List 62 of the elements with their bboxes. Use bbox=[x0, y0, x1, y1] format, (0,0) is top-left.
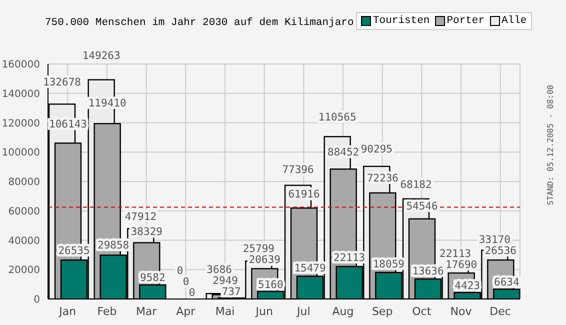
y-tick-label: 120000 bbox=[2, 118, 40, 130]
data-label: 77396 bbox=[282, 164, 314, 176]
data-label: 88452 bbox=[328, 146, 360, 159]
legend-label: Touristen bbox=[372, 15, 430, 27]
x-tick-label: Nov bbox=[450, 304, 472, 318]
data-label: 119410 bbox=[88, 97, 126, 110]
x-tick-label: Jun bbox=[254, 304, 273, 318]
data-label: 47912 bbox=[124, 210, 156, 223]
data-label: 38329 bbox=[130, 226, 162, 238]
data-label: 0 bbox=[176, 265, 184, 277]
x-tick-label: Sep bbox=[372, 304, 393, 318]
data-label: 72236 bbox=[366, 172, 398, 184]
x-tick-label: Mai bbox=[215, 304, 235, 318]
y-tick-label: 0 bbox=[34, 294, 40, 306]
data-label: 33170 bbox=[478, 234, 510, 246]
data-label: 132678 bbox=[43, 76, 81, 88]
legend-label: Alle bbox=[500, 15, 527, 27]
data-label: 13636 bbox=[412, 265, 444, 278]
x-tick-label: Apr bbox=[176, 304, 196, 318]
data-label: 149263 bbox=[82, 50, 120, 62]
y-tick-label: 160000 bbox=[2, 60, 40, 71]
x-tick-label: Oct bbox=[412, 304, 432, 318]
x-tick-label: Mar bbox=[136, 304, 158, 318]
data-label: 0 bbox=[188, 287, 196, 299]
data-label: 90295 bbox=[360, 144, 392, 156]
y-tick-label: 140000 bbox=[2, 88, 40, 100]
y-tick-label: 100000 bbox=[2, 148, 40, 159]
data-label: 5160 bbox=[258, 278, 284, 291]
data-label: 9582 bbox=[140, 272, 166, 284]
data-label: 737 bbox=[222, 286, 241, 298]
data-label: 29858 bbox=[98, 240, 130, 252]
data-label: 26536 bbox=[484, 244, 516, 257]
data-label: 15479 bbox=[294, 262, 326, 274]
data-label: 106143 bbox=[49, 118, 87, 130]
y-tick-label: 20000 bbox=[8, 265, 40, 276]
data-label: 3686 bbox=[206, 264, 232, 276]
x-tick-label: Dec bbox=[490, 304, 511, 318]
x-tick-label: Feb bbox=[97, 304, 117, 318]
y-tick-label: 40000 bbox=[8, 236, 40, 247]
legend-label: Porter bbox=[446, 15, 485, 27]
data-label: 20639 bbox=[248, 254, 280, 266]
data-label: 110565 bbox=[318, 111, 356, 124]
y-tick-label: 60000 bbox=[8, 206, 40, 218]
data-label: 54546 bbox=[406, 200, 438, 212]
x-tick-label: Jan bbox=[58, 304, 76, 318]
data-label: 25799 bbox=[242, 243, 274, 256]
data-label: 26535 bbox=[58, 244, 90, 257]
text: STAND: 05.12.2005 - 08:00 bbox=[546, 84, 555, 206]
chart-title: 750.000 Menschen im Jahr 2030 auf dem Kilimanjaro bbox=[45, 17, 354, 29]
data-label: 61916 bbox=[288, 188, 320, 201]
data-label: 18059 bbox=[372, 258, 404, 270]
data-label: 68182 bbox=[400, 178, 432, 191]
y-tick-label: 80000 bbox=[8, 177, 40, 188]
data-label: 6634 bbox=[494, 276, 520, 288]
data-label: 22113 bbox=[440, 248, 472, 260]
data-label: 17690 bbox=[446, 258, 478, 271]
data-label: 0 bbox=[182, 276, 190, 288]
x-tick-label: Jul bbox=[296, 304, 310, 318]
data-label: 2949 bbox=[212, 274, 238, 287]
x-tick-label: Aug bbox=[332, 304, 354, 318]
data-label: 4423 bbox=[454, 280, 480, 292]
data-label: 22113 bbox=[334, 252, 366, 264]
